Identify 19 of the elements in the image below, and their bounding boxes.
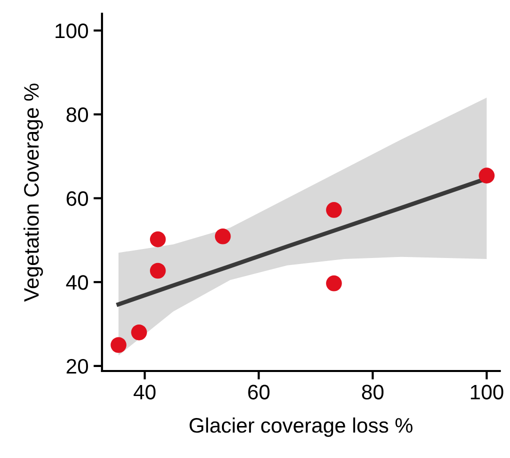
x-tick-label: 60 bbox=[248, 384, 270, 400]
y-tick-label: 20 bbox=[66, 358, 88, 374]
y-tick-label: 60 bbox=[66, 191, 88, 206]
point bbox=[214, 228, 231, 244]
x-tick-label: 40 bbox=[134, 384, 156, 400]
point bbox=[478, 168, 495, 184]
x-tick-label: 100 bbox=[470, 384, 504, 400]
y-tick-label: 100 bbox=[56, 24, 88, 38]
point bbox=[326, 275, 342, 292]
point bbox=[150, 231, 166, 248]
y-tick-label: 80 bbox=[66, 107, 88, 122]
x-axis-title: Glacier coverage loss % bbox=[190, 417, 412, 437]
y-tick-label: 40 bbox=[66, 275, 88, 290]
point bbox=[150, 262, 166, 279]
point bbox=[131, 324, 147, 340]
point bbox=[110, 337, 126, 353]
y-axis-title: Vegetation Coverage % bbox=[24, 84, 43, 302]
point bbox=[326, 202, 342, 218]
x-tick-label: 80 bbox=[362, 384, 384, 400]
